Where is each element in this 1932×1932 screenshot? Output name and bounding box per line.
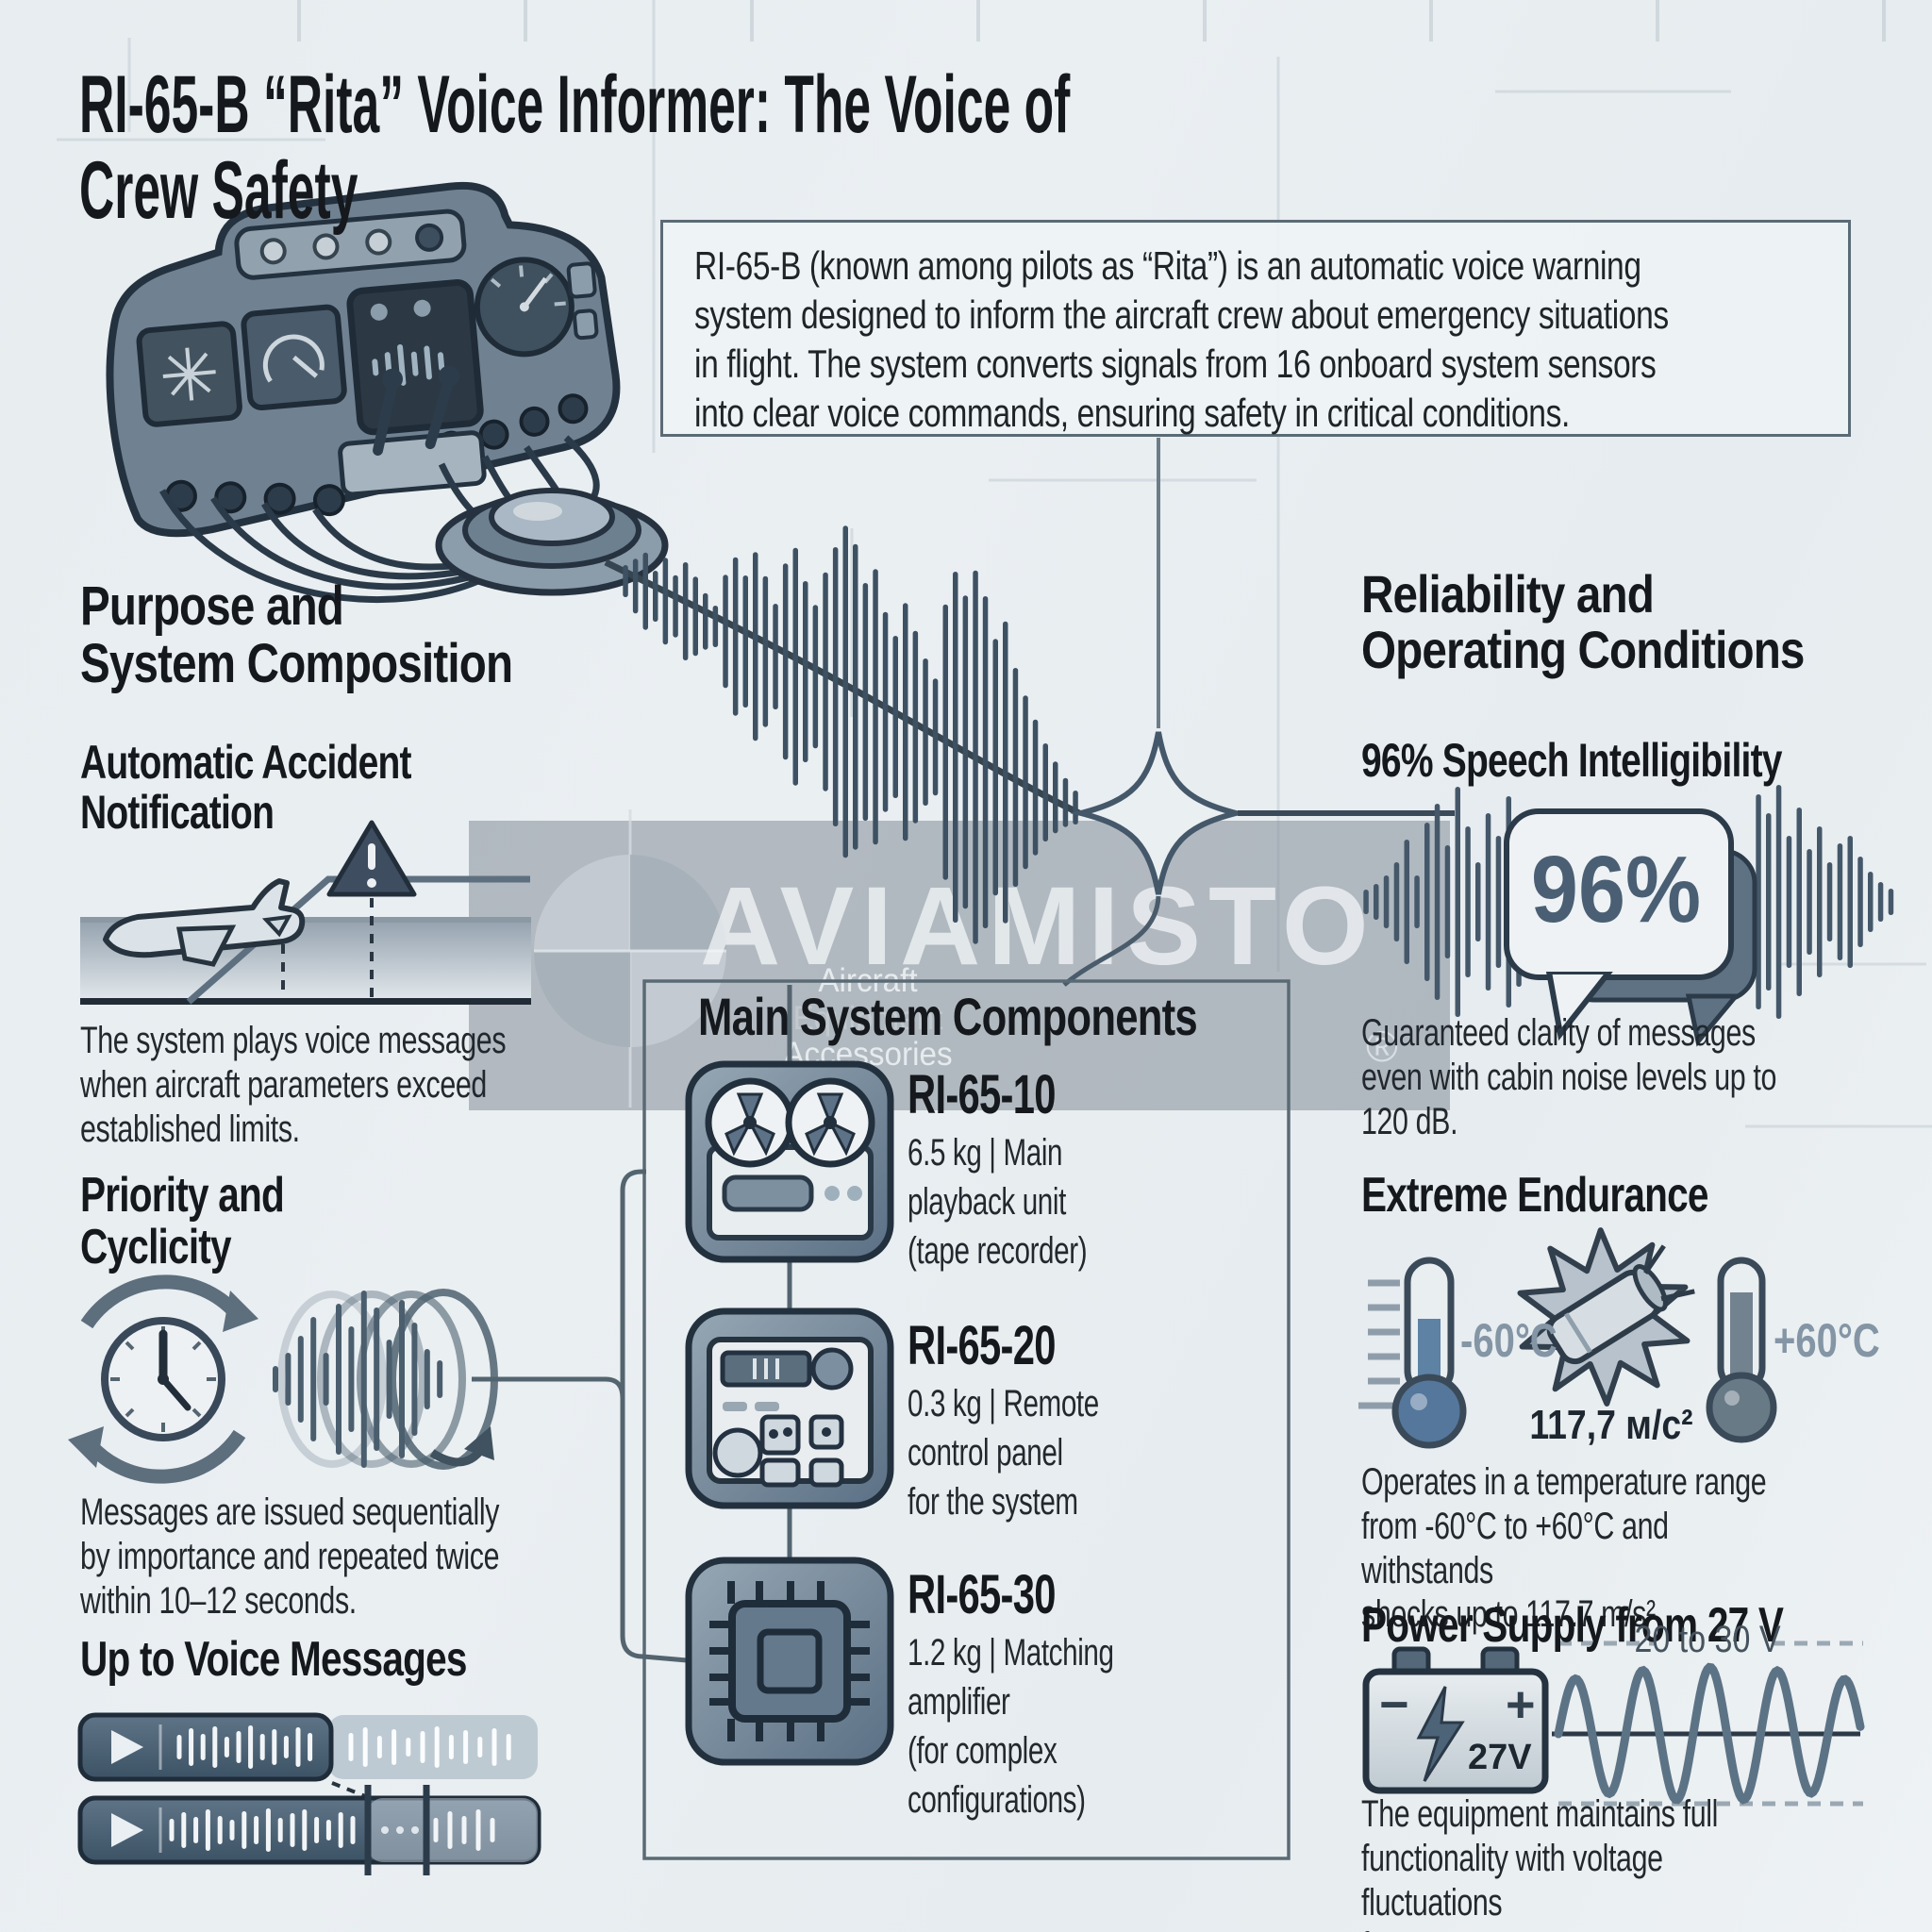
temp-high-label: +60°C [1774, 1314, 1880, 1367]
control-panel-icon [685, 1307, 894, 1509]
component-name: RI-65-10 [908, 1064, 1056, 1125]
component-connectors [472, 985, 792, 1663]
accident-heading: Automatic Accident Notification [80, 736, 412, 839]
diamond-down-curve [1062, 895, 1161, 987]
diamond-connector [1070, 731, 1247, 895]
chip-icon [685, 1557, 894, 1766]
clock-cycle-icon [68, 1274, 258, 1484]
shock-value-label: 117,7 м/с² [1529, 1402, 1693, 1448]
components-heading: Main System Components [698, 987, 1198, 1046]
main-waveform [623, 525, 1078, 944]
reliability-heading: Reliability and Operating Conditions [1361, 564, 1805, 680]
battery-voltage-label: 27V [1468, 1738, 1532, 1777]
speech-body: Guaranteed clarity of messages even with… [1361, 1012, 1776, 1142]
thermometer-cold-icon [1358, 1257, 1467, 1449]
component-desc: 1.2 kg | Matching amplifier (for complex… [908, 1632, 1114, 1821]
shock-icon [1517, 1227, 1695, 1407]
battery-minus-label: − [1379, 1676, 1409, 1733]
lightning-icon [1416, 1686, 1465, 1782]
play-icon [111, 1813, 143, 1847]
play-icon [111, 1730, 143, 1764]
accident-body: The system plays voice messages when air… [80, 1020, 507, 1150]
component-desc: 0.3 kg | Remote control panel for the sy… [908, 1383, 1099, 1523]
accident-diagram [80, 820, 531, 1005]
power-heading: Power Supply from 27 V [1361, 1598, 1784, 1653]
warning-icon [326, 820, 417, 897]
speech-badge: 96% [1530, 837, 1702, 942]
component-name: RI-65-20 [908, 1315, 1056, 1376]
voice-messages-heading: Up to Voice Messages [80, 1632, 467, 1687]
voice-message-players [77, 1712, 541, 1875]
battery-icon [1362, 1646, 1549, 1794]
intro-text: RI-65-B (known among pilots as “Rita”) i… [694, 243, 1669, 436]
endurance-body: Operates in a temperature range from -60… [1361, 1461, 1767, 1636]
thermometer-hot-icon [1706, 1257, 1777, 1443]
purpose-heading: Purpose and System Composition [80, 575, 513, 695]
page-title: RI-65-B “Rita” Voice Informer: The Voice… [79, 59, 1071, 237]
temp-low-label: -60°C [1460, 1314, 1557, 1367]
component-name: RI-65-30 [908, 1564, 1056, 1625]
airplane-icon [103, 878, 306, 967]
watermark-registered-icon: ® [1366, 1022, 1398, 1071]
loop-waveform-icon [273, 1289, 498, 1470]
watermark-line-equipment: Equipment [792, 1000, 943, 1037]
components-box [642, 979, 1291, 1860]
voltage-sine-wave [1552, 1641, 1865, 1807]
component-desc: 6.5 kg | Main playback unit (tape record… [908, 1132, 1088, 1272]
voltage-range-label: 20 to 30 V [1634, 1619, 1781, 1660]
watermark-brand: AVIAMISTO [700, 864, 1376, 989]
priority-heading: Priority and Cyclicity [80, 1168, 285, 1275]
intro-box [660, 220, 1851, 437]
priority-body: Messages are issued sequentially by impo… [80, 1491, 500, 1622]
endurance-heading: Extreme Endurance [1361, 1168, 1708, 1223]
battery-plus-label: + [1506, 1676, 1536, 1733]
speech-heading: 96% Speech Intelligibility [1361, 734, 1782, 787]
power-body: The equipment maintains full functionali… [1361, 1793, 1719, 1932]
speech-bubble-icon [1363, 785, 1894, 1047]
tape-recorder-icon [685, 1060, 894, 1263]
instrument-panel-illustration [106, 181, 621, 538]
speaker-icon [435, 488, 669, 596]
